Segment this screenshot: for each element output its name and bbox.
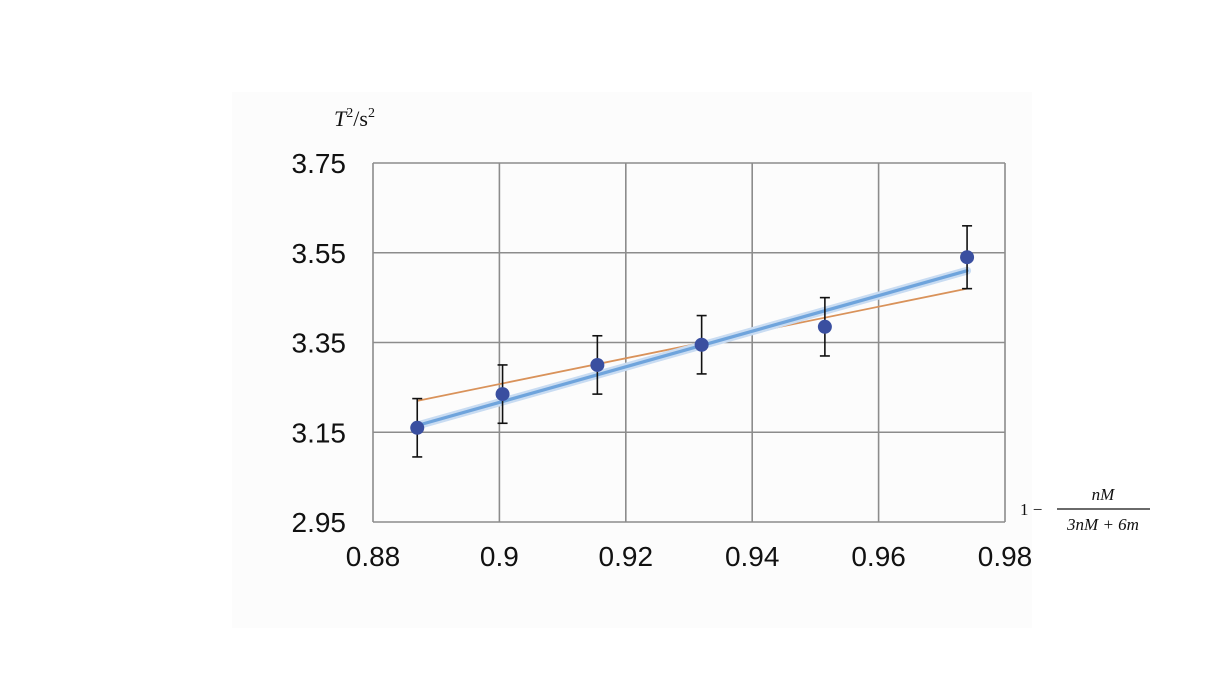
fit-line-layer xyxy=(413,266,972,430)
x-tick-label-0: 0.88 xyxy=(346,541,401,572)
y-tick-label-4: 3.75 xyxy=(292,148,347,179)
x-tick-labels: 0.88 0.9 0.92 0.94 0.96 0.98 xyxy=(346,541,1033,572)
x-axis-label-numerator: nM xyxy=(1092,485,1116,504)
y-axis-label: T2/s2 xyxy=(334,106,375,131)
x-tick-label-4: 0.96 xyxy=(851,541,906,572)
y-tick-label-2: 3.35 xyxy=(292,328,347,359)
data-points xyxy=(410,250,975,435)
grid xyxy=(372,162,1006,523)
y-tick-label-3: 3.55 xyxy=(292,238,347,269)
data-point-5 xyxy=(960,250,975,265)
y-tick-label-1: 3.15 xyxy=(292,417,347,448)
data-point-4 xyxy=(817,319,832,334)
x-axis-label-prefix: 1 − xyxy=(1020,500,1042,519)
data-point-1 xyxy=(495,387,510,402)
y-tick-label-0: 2.95 xyxy=(292,507,347,538)
y-axis-label-part-2: /s xyxy=(353,106,368,131)
x-tick-label-2: 0.92 xyxy=(599,541,654,572)
y-tick-labels: 2.95 3.15 3.35 3.55 3.75 xyxy=(292,148,347,538)
x-tick-label-1: 0.9 xyxy=(480,541,519,572)
chart-background xyxy=(232,92,1032,628)
fit-line xyxy=(415,269,969,428)
x-tick-label-3: 0.94 xyxy=(725,541,780,572)
data-point-2 xyxy=(590,357,605,372)
data-point-3 xyxy=(694,337,709,352)
x-axis-label-denominator: 3nM + 6m xyxy=(1066,515,1139,534)
y-axis-label-part-1: 2 xyxy=(346,106,353,121)
y-axis-label-part-0: T xyxy=(334,106,348,131)
y-axis-label-part-3: 2 xyxy=(368,106,375,121)
data-point-0 xyxy=(410,420,425,435)
x-axis-label: 1 − nM 3nM + 6m xyxy=(1020,485,1150,534)
x-tick-label-5: 0.98 xyxy=(978,541,1033,572)
